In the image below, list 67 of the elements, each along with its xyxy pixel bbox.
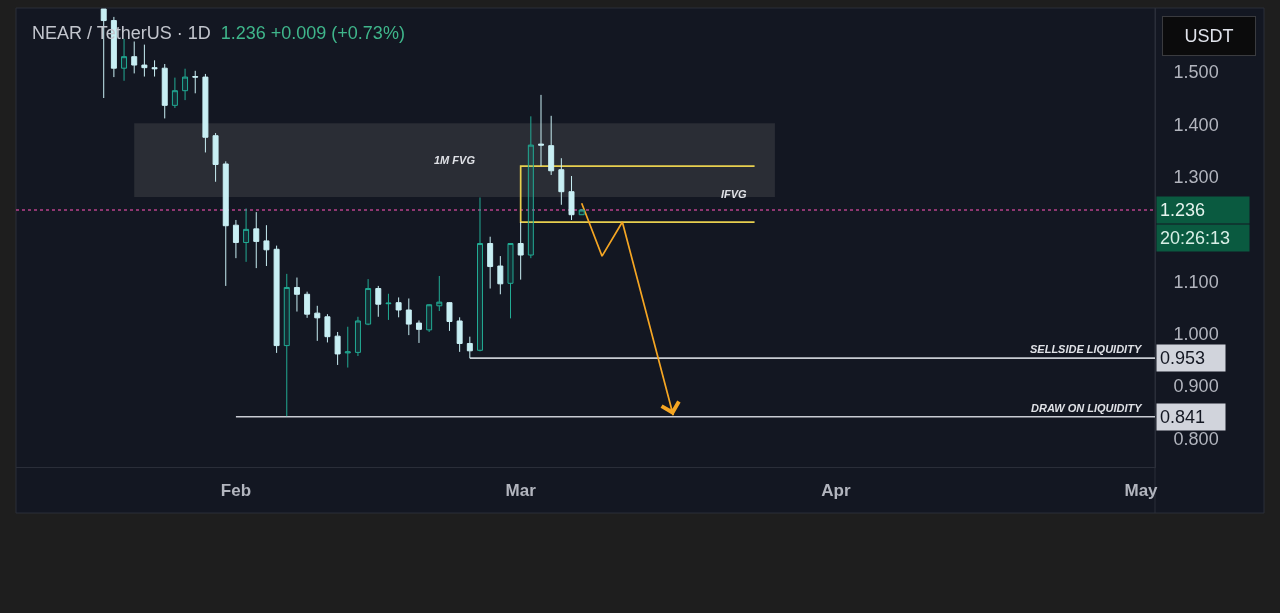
candlestick [171,77,178,109]
y-tick-label: 0.900 [1173,376,1219,397]
candlestick [446,301,453,332]
candlestick [141,44,148,78]
y-tick-label: 1.100 [1173,271,1219,292]
candlestick [375,285,382,318]
candlestick [314,305,321,342]
candlestick [243,207,250,263]
candlestick [222,160,229,287]
x-tick-label: May [1124,481,1159,501]
candlestick [497,255,504,295]
candlestick [426,303,433,333]
y-tick-label: 0.800 [1173,428,1219,449]
candlestick [304,291,311,319]
candlestick [365,278,372,326]
y-tick-label: 1.300 [1173,166,1219,187]
candlestick [192,70,199,94]
candlestick [415,319,422,344]
series-label: SELLSIDE LIQUIDITY [1030,343,1143,355]
candlestick [182,68,189,101]
candlestick [385,293,392,321]
candlestick [121,38,128,82]
candlestick [273,245,280,354]
x-tick-label: Mar [505,481,537,501]
candlestick [293,277,300,313]
annotation: IFVG [721,188,748,200]
candlestick [517,221,524,281]
candlestick [466,336,473,359]
candlestick [538,94,544,167]
data-label: 0.841 [1160,407,1206,427]
candlestick [354,316,361,357]
data-label: 0.953 [1160,348,1206,368]
candlestick [578,208,585,216]
candlestick [507,242,514,319]
x-tick-label: Feb [220,481,252,501]
x-tick-label: Apr [821,481,851,501]
candlestick [344,326,351,369]
text: 1.236 +0.009 (+0.73%) [220,23,405,43]
candlestick [527,115,534,259]
candlestick [405,297,412,336]
candlestick [558,157,565,206]
candlestick [161,63,168,119]
text: 20:26:13 [1160,228,1231,248]
candlestick [131,41,138,74]
candlestick [568,175,575,221]
candlestick [253,211,260,269]
y-axis-title: USDT [1184,26,1234,46]
candlestick [324,313,331,343]
candlestick [395,296,402,318]
candlestick [283,273,290,417]
candlestick [202,73,209,153]
candlestick [263,224,270,267]
candlestick [436,275,443,312]
y-tick-label: 1.000 [1173,323,1219,344]
y-tick-label: 1.400 [1173,114,1219,135]
candlestick [212,132,219,183]
y-tick-label: 1.500 [1173,62,1219,83]
candlestick [456,316,463,353]
candlestick [334,331,341,366]
candlestick [477,196,483,352]
candlestick [548,115,555,176]
annotation: 1M FVG [434,154,476,166]
ref-line-label: 1.236 [1160,200,1206,220]
candlestick [151,59,158,78]
candlestick [232,219,239,259]
series-label: DRAW ON LIQUIDITY [1031,402,1144,414]
candlestick [487,236,494,290]
